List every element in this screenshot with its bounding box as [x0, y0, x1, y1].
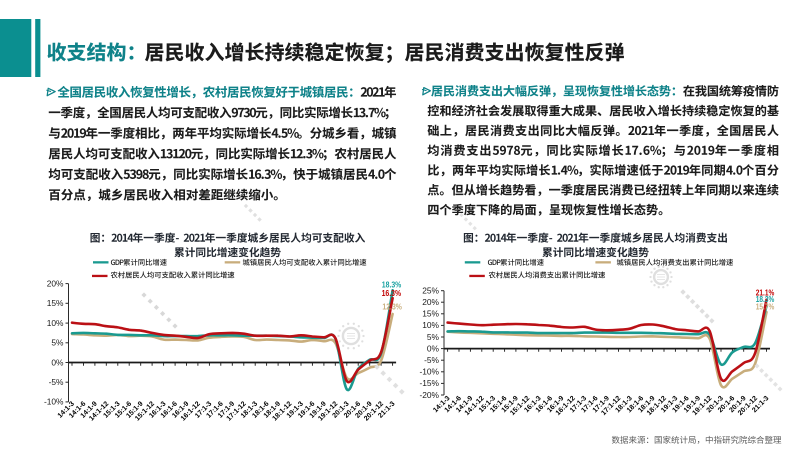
- svg-text:0%: 0%: [51, 357, 64, 367]
- svg-text:-5%: -5%: [49, 377, 64, 387]
- svg-text:-10%: -10%: [419, 367, 439, 377]
- svg-text:0%: 0%: [427, 343, 440, 353]
- svg-text:5%: 5%: [51, 338, 64, 348]
- svg-text:15.7%: 15.7%: [756, 302, 775, 311]
- svg-text:20%: 20%: [47, 278, 64, 288]
- svg-text:-5%: -5%: [424, 355, 439, 365]
- svg-text:16.3%: 16.3%: [382, 289, 402, 298]
- svg-text:12.3%: 12.3%: [382, 303, 402, 312]
- svg-text:15%: 15%: [47, 298, 64, 308]
- svg-text:15%: 15%: [422, 309, 439, 319]
- svg-text:-10%: -10%: [44, 397, 64, 407]
- svg-text:18.3%: 18.3%: [756, 295, 775, 304]
- svg-text:10%: 10%: [47, 318, 64, 328]
- svg-text:10%: 10%: [422, 320, 439, 330]
- svg-text:20%: 20%: [422, 297, 439, 307]
- svg-text:21.1%: 21.1%: [756, 289, 775, 298]
- svg-text:-15%: -15%: [419, 378, 439, 388]
- svg-text:5%: 5%: [427, 332, 440, 342]
- svg-text:18.3%: 18.3%: [382, 281, 402, 290]
- svg-text:25%: 25%: [422, 285, 439, 295]
- svg-text:-20%: -20%: [419, 390, 439, 400]
